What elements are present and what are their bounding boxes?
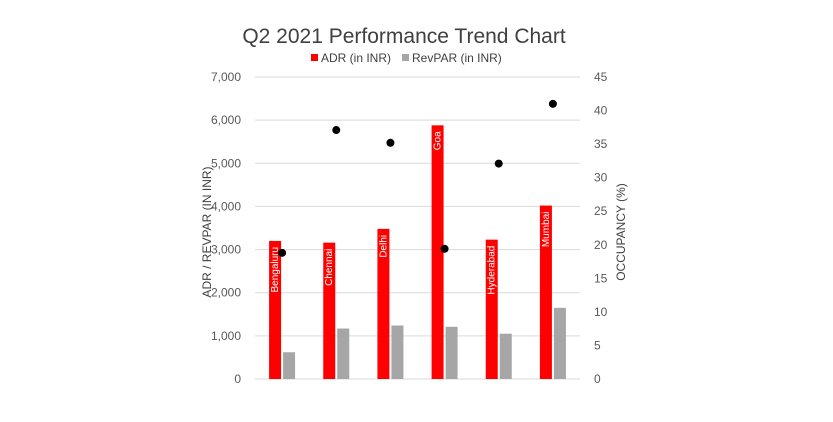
- category-label: Goa: [433, 131, 444, 150]
- y-tick-label: 5,000: [211, 156, 241, 170]
- bar-revpar: [553, 307, 566, 379]
- bar-revpar: [283, 352, 296, 379]
- category-labels: Bengaluru Chennai Delhi Goa Hyderabad Mumbai: [270, 131, 552, 295]
- legend-swatch: [402, 54, 409, 61]
- category-label: Bengaluru: [270, 247, 281, 293]
- bar-adr: [539, 205, 552, 379]
- legend-label: RevPAR (in INR): [412, 51, 502, 65]
- y-tick-label: 2,000: [211, 286, 241, 300]
- y-tick-label: 7,000: [211, 70, 241, 84]
- occupancy-point: [494, 159, 503, 168]
- bar-revpar: [445, 326, 458, 379]
- occupancy-point: [440, 244, 449, 253]
- category-label: Hyderabad: [487, 246, 498, 295]
- category-label: Mumbai: [541, 212, 552, 248]
- category-label: Chennai: [324, 249, 335, 286]
- legend: ADR (in INR) RevPAR (in INR): [311, 51, 502, 65]
- legend-label: ADR (in INR): [321, 51, 391, 65]
- bar-adr: [485, 239, 498, 379]
- occupancy-point: [548, 99, 557, 108]
- y-tick-label: 4,000: [211, 199, 241, 213]
- left-axis-ticks: 0 1,000 2,000 3,000 4,000 5,000 6,000 7,000: [211, 70, 241, 386]
- y2-axis-label: OCCUPANCY (%): [614, 183, 628, 281]
- bar-adr: [377, 228, 390, 379]
- bar-revpar: [499, 333, 512, 379]
- y2-tick-label: 0: [594, 372, 601, 386]
- right-axis-ticks: 0 5 10 15 20 25 30 35 40 45: [594, 70, 608, 386]
- bar-adr: [323, 242, 336, 379]
- bar-adr: [269, 240, 282, 379]
- y2-tick-label: 10: [594, 305, 608, 319]
- y2-tick-label: 45: [594, 70, 608, 84]
- category-label: Delhi: [378, 235, 389, 258]
- legend-swatch: [311, 54, 318, 61]
- occupancy-point: [386, 138, 395, 147]
- chart-title: Q2 2021 Performance Trend Chart: [242, 25, 566, 48]
- occupancy-point: [278, 248, 287, 257]
- y2-tick-label: 35: [594, 137, 608, 151]
- y2-tick-label: 40: [594, 104, 608, 118]
- bar-revpar: [391, 325, 404, 379]
- bar-revpar: [337, 328, 350, 379]
- y-tick-label: 0: [234, 372, 241, 386]
- y-tick-label: 1,000: [211, 329, 241, 343]
- bar-adr: [431, 125, 444, 379]
- occupancy-points: [278, 99, 557, 257]
- y2-tick-label: 20: [594, 238, 608, 252]
- bars: [269, 125, 566, 379]
- y-axis-label: ADR / REVPAR (IN INR): [200, 166, 214, 297]
- gridlines: [255, 76, 580, 380]
- y2-tick-label: 30: [594, 171, 608, 185]
- y2-tick-label: 5: [594, 338, 601, 352]
- y-tick-label: 6,000: [211, 113, 241, 127]
- y-tick-label: 3,000: [211, 243, 241, 257]
- occupancy-point: [332, 126, 341, 135]
- y2-tick-label: 15: [594, 271, 608, 285]
- y2-tick-label: 25: [594, 204, 608, 218]
